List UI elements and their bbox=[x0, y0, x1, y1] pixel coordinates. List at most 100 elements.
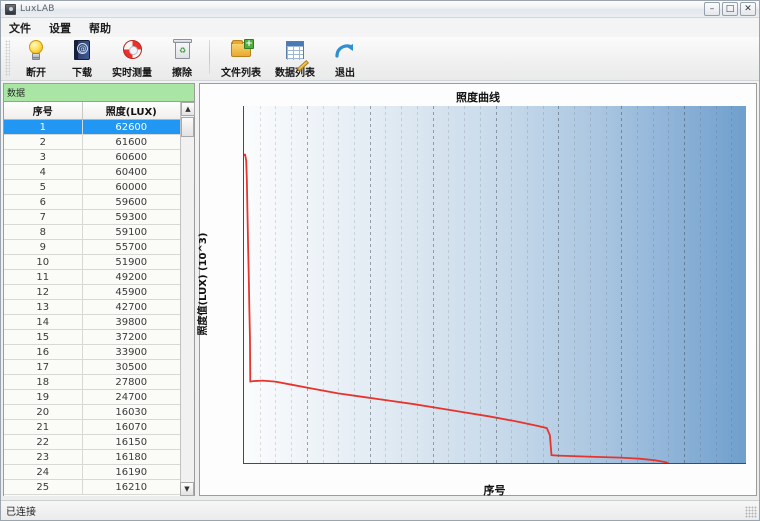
cell-lux: 49200 bbox=[82, 269, 181, 285]
resize-grip[interactable] bbox=[745, 506, 757, 518]
table-row[interactable]: 22 16150 bbox=[4, 434, 181, 450]
toolbar-exit[interactable]: 退出 bbox=[322, 37, 368, 79]
chart-x-tick-minor bbox=[338, 463, 339, 464]
chart-x-tick bbox=[307, 463, 308, 464]
chart-y-tick bbox=[243, 311, 244, 312]
column-header-index[interactable]: 序号 bbox=[4, 102, 83, 120]
table-row[interactable]: 14 39800 bbox=[4, 314, 181, 330]
chart-gridline-minor bbox=[385, 106, 387, 463]
toolbar-separator bbox=[209, 40, 210, 74]
cell-lux: 24700 bbox=[82, 389, 181, 405]
table-row[interactable]: 5 60000 bbox=[4, 179, 181, 195]
minimize-button[interactable]: – bbox=[704, 2, 720, 16]
chart-x-tick bbox=[244, 463, 245, 464]
toolbar-data-list[interactable]: 数据列表 bbox=[268, 37, 322, 79]
table-row[interactable]: 18 27800 bbox=[4, 374, 181, 390]
menu-file[interactable]: 文件 bbox=[9, 22, 31, 35]
toolbar-erase-label: 擦除 bbox=[172, 68, 192, 79]
cell-lux: 33900 bbox=[82, 344, 181, 360]
table-row[interactable]: 6 59600 bbox=[4, 194, 181, 210]
cell-lux: 61600 bbox=[82, 134, 181, 150]
table-edit-icon bbox=[282, 39, 309, 72]
cell-lux: 16150 bbox=[82, 434, 181, 450]
table-row[interactable]: 7 59300 bbox=[4, 209, 181, 225]
chart-x-tick bbox=[433, 463, 434, 464]
title-bar: LuxLAB – □ ✕ bbox=[1, 1, 759, 18]
chart-title: 照度曲线 bbox=[456, 91, 500, 104]
chart-x-tick-minor bbox=[653, 463, 654, 464]
table-row[interactable]: 20 16030 bbox=[4, 404, 181, 420]
cell-index: 25 bbox=[4, 479, 83, 495]
table-row[interactable]: 21 16070 bbox=[4, 419, 181, 435]
cell-lux: 45900 bbox=[82, 284, 181, 300]
cell-lux: 60400 bbox=[82, 164, 181, 180]
column-header-lux[interactable]: 照度(LUX) bbox=[82, 102, 181, 120]
chart-x-tick-minor bbox=[700, 463, 701, 464]
table-row[interactable]: 23 16180 bbox=[4, 449, 181, 465]
cell-lux: 42700 bbox=[82, 299, 181, 315]
table-row[interactable]: 3 60600 bbox=[4, 149, 181, 165]
chart-x-tick bbox=[370, 463, 371, 464]
toolbar-download-label: 下载 bbox=[72, 68, 92, 79]
cell-lux: 16210 bbox=[82, 479, 181, 495]
chart-gridline-minor bbox=[574, 106, 576, 463]
table-row[interactable]: 17 30500 bbox=[4, 359, 181, 375]
toolbar-file-list[interactable]: + 文件列表 bbox=[214, 37, 268, 79]
table-row[interactable]: 13 42700 bbox=[4, 299, 181, 315]
table-row[interactable]: 4 60400 bbox=[4, 164, 181, 180]
chart-gridline-minor bbox=[715, 106, 717, 463]
scroll-down-icon[interactable]: ▼ bbox=[180, 482, 194, 496]
chart-series-line bbox=[244, 106, 746, 463]
table-row[interactable]: 15 37200 bbox=[4, 329, 181, 345]
table-row[interactable]: 12 45900 bbox=[4, 284, 181, 300]
chart-y-tick bbox=[243, 208, 244, 209]
table-row[interactable]: 11 49200 bbox=[4, 269, 181, 285]
chart-gridline-minor bbox=[338, 106, 340, 463]
cell-lux: 27800 bbox=[82, 374, 181, 390]
chart-plot-area: 0102030405060700200400600800100012001400… bbox=[243, 106, 746, 464]
toolbar-data-list-label: 数据列表 bbox=[275, 68, 315, 79]
maximize-button[interactable]: □ bbox=[722, 2, 738, 16]
table-row[interactable]: 24 16190 bbox=[4, 464, 181, 480]
toolbar-disconnect[interactable]: 断开 bbox=[13, 37, 59, 79]
table-row[interactable]: 8 59100 bbox=[4, 224, 181, 240]
chart-x-tick-minor bbox=[385, 463, 386, 464]
table-row[interactable]: 9 55700 bbox=[4, 239, 181, 255]
close-button[interactable]: ✕ bbox=[740, 2, 756, 16]
cell-index: 18 bbox=[4, 374, 83, 390]
table-row[interactable]: 1 62600 bbox=[4, 119, 181, 135]
cell-lux: 59100 bbox=[82, 224, 181, 240]
lightbulb-icon bbox=[23, 39, 49, 63]
cell-lux: 59300 bbox=[82, 209, 181, 225]
toolbar-erase[interactable]: ♻ 擦除 bbox=[159, 37, 205, 79]
toolbar-download[interactable]: @ 下载 bbox=[59, 37, 105, 79]
chart-gridline bbox=[621, 106, 623, 463]
chart-x-tick-minor bbox=[731, 463, 732, 464]
cell-index: 7 bbox=[4, 209, 83, 225]
scroll-up-icon[interactable]: ▲ bbox=[181, 102, 195, 116]
scrollbar-thumb[interactable] bbox=[181, 117, 194, 137]
table-row[interactable]: 2 61600 bbox=[4, 134, 181, 150]
chart-x-tick-minor bbox=[668, 463, 669, 464]
chart-gridline-minor bbox=[699, 106, 701, 463]
table-row[interactable]: 16 33900 bbox=[4, 344, 181, 360]
table-row[interactable]: 19 24700 bbox=[4, 389, 181, 405]
toolbar-grip[interactable] bbox=[5, 40, 10, 76]
chart-y-tick bbox=[243, 413, 244, 414]
menu-help[interactable]: 帮助 bbox=[89, 22, 111, 35]
chart-gridline-minor bbox=[354, 106, 356, 463]
chart-gridline-minor bbox=[479, 106, 481, 463]
cell-lux: 51900 bbox=[82, 254, 181, 270]
chart-x-tick-minor bbox=[464, 463, 465, 464]
chart-y-tick bbox=[243, 157, 244, 158]
chart-gridline bbox=[306, 106, 308, 463]
toolbar-realtime-measure[interactable]: 实时测量 bbox=[105, 37, 159, 79]
data-grid-scrollbar[interactable]: ▲ ▼ bbox=[180, 102, 195, 496]
chart-x-tick bbox=[621, 463, 622, 464]
table-header-row: 序号 照度(LUX) bbox=[4, 102, 181, 120]
table-row[interactable]: 25 16210 bbox=[4, 479, 181, 495]
table-row[interactable]: 10 51900 bbox=[4, 254, 181, 270]
menu-settings[interactable]: 设置 bbox=[49, 22, 71, 35]
cell-index: 1 bbox=[4, 119, 83, 135]
cell-index: 22 bbox=[4, 434, 83, 450]
